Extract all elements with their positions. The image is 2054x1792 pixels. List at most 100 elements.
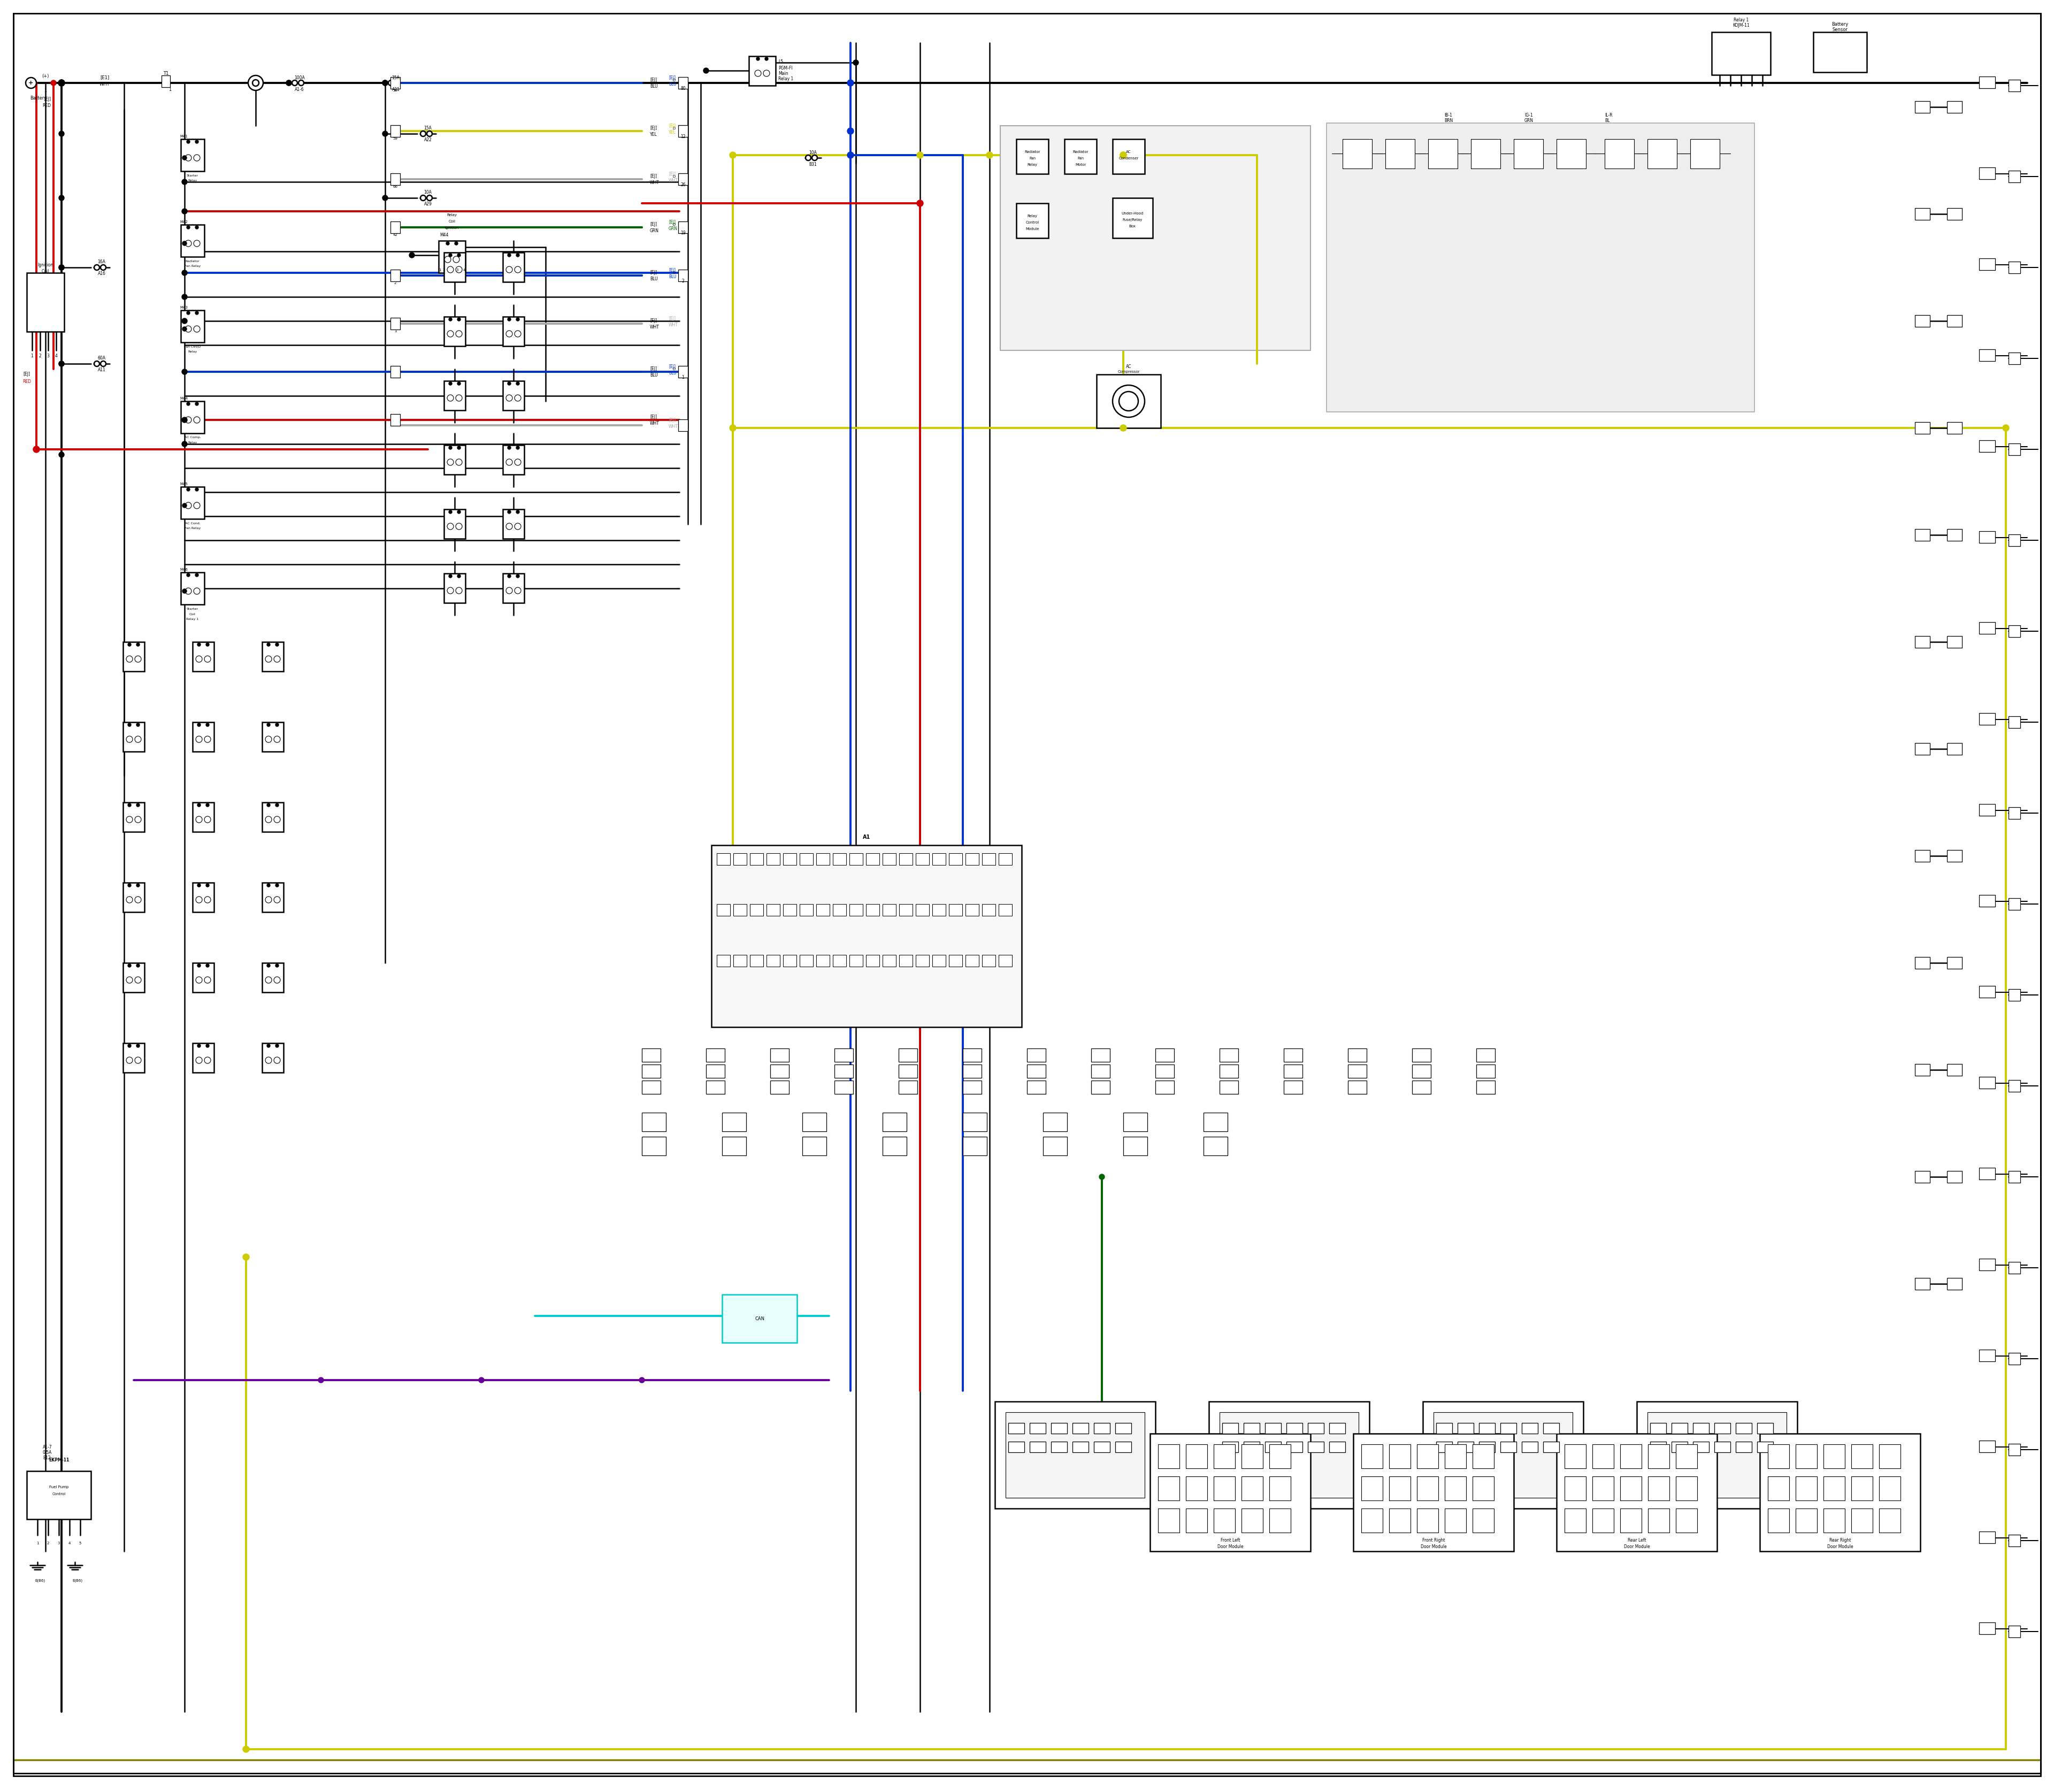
Circle shape (193, 502, 199, 509)
Bar (1795, 1477, 1818, 1500)
Bar (1676, 1477, 1697, 1500)
Circle shape (197, 964, 201, 968)
Bar (1522, 1423, 1538, 1434)
Bar (444, 317, 466, 346)
Bar (770, 1048, 789, 1063)
Circle shape (205, 1045, 210, 1047)
Circle shape (448, 588, 454, 593)
Circle shape (183, 441, 187, 446)
Text: 19: 19 (680, 231, 686, 235)
Circle shape (197, 883, 201, 887)
Bar (1009, 1441, 1025, 1452)
Circle shape (94, 265, 99, 271)
Bar (1676, 1444, 1697, 1468)
Text: BLU: BLU (649, 373, 657, 378)
Bar (916, 853, 928, 866)
Circle shape (516, 317, 520, 321)
Circle shape (639, 1378, 645, 1383)
Bar (1284, 1081, 1302, 1093)
Circle shape (203, 737, 212, 742)
Circle shape (292, 81, 298, 86)
Text: YEL: YEL (649, 133, 657, 136)
Bar (678, 366, 688, 378)
Bar (2009, 806, 2021, 819)
Bar (641, 1136, 665, 1156)
Circle shape (197, 1045, 201, 1047)
Circle shape (479, 1378, 485, 1383)
Circle shape (454, 242, 458, 246)
Circle shape (456, 330, 462, 337)
Circle shape (60, 265, 64, 271)
Bar (193, 642, 214, 672)
Text: 5: 5 (78, 1541, 82, 1545)
Circle shape (507, 253, 511, 256)
Circle shape (267, 883, 271, 887)
Bar (641, 1081, 661, 1093)
Bar (1565, 1509, 1586, 1532)
Bar (1647, 1412, 1787, 1498)
Bar (1851, 1477, 1873, 1500)
Bar (1269, 1444, 1290, 1468)
Text: D: D (674, 271, 676, 274)
Circle shape (275, 1045, 279, 1047)
Circle shape (127, 883, 131, 887)
Bar (1565, 1444, 1586, 1468)
Circle shape (286, 81, 292, 86)
Circle shape (183, 179, 187, 185)
Circle shape (505, 523, 511, 530)
Bar (1434, 1412, 1573, 1498)
Bar (2009, 262, 2021, 274)
Text: M44: M44 (181, 396, 187, 400)
Bar (815, 955, 830, 966)
Text: BRN: BRN (1444, 118, 1452, 124)
Bar (883, 853, 896, 866)
Circle shape (183, 326, 187, 332)
Text: WHT: WHT (649, 421, 659, 425)
Circle shape (193, 240, 199, 247)
Bar (1413, 1081, 1432, 1093)
Bar (766, 853, 781, 866)
Text: [EJ]: [EJ] (649, 125, 657, 131)
Text: Rear Left: Rear Left (1627, 1538, 1645, 1543)
Bar (1879, 1477, 1900, 1500)
Bar (1413, 1064, 1432, 1077)
Bar (815, 903, 830, 916)
Circle shape (127, 1045, 131, 1047)
Text: 1: 1 (168, 88, 170, 91)
Bar (717, 903, 729, 916)
Circle shape (185, 326, 191, 332)
Bar (1851, 1509, 1873, 1532)
Bar (1220, 1412, 1358, 1498)
Text: Sensor: Sensor (1832, 27, 1849, 32)
Text: 4: 4 (68, 1541, 70, 1545)
Bar (2009, 534, 2021, 547)
Circle shape (267, 803, 271, 806)
Bar (2009, 1081, 2021, 1091)
Circle shape (136, 724, 140, 726)
Text: IB-1: IB-1 (1444, 113, 1452, 118)
Bar (1980, 622, 1994, 634)
Text: 26: 26 (680, 183, 686, 186)
Bar (678, 419, 688, 432)
Circle shape (60, 131, 64, 136)
Text: M42: M42 (181, 220, 187, 224)
Bar (1604, 140, 1635, 168)
Bar (1214, 1477, 1234, 1500)
Text: 59: 59 (392, 90, 398, 91)
Circle shape (195, 656, 201, 663)
Circle shape (764, 70, 770, 77)
Text: 4: 4 (55, 353, 58, 358)
Bar (1458, 1441, 1473, 1452)
Bar (1543, 1441, 1559, 1452)
Circle shape (507, 511, 511, 514)
Bar (1914, 1170, 1931, 1183)
Circle shape (505, 459, 511, 466)
Text: Door Module: Door Module (1421, 1545, 1446, 1550)
Bar (1522, 1441, 1538, 1452)
Circle shape (275, 883, 279, 887)
Circle shape (421, 195, 425, 201)
Bar (27, 272, 64, 332)
Text: 15A: 15A (423, 125, 431, 131)
Circle shape (136, 964, 140, 968)
Bar (1220, 1081, 1239, 1093)
